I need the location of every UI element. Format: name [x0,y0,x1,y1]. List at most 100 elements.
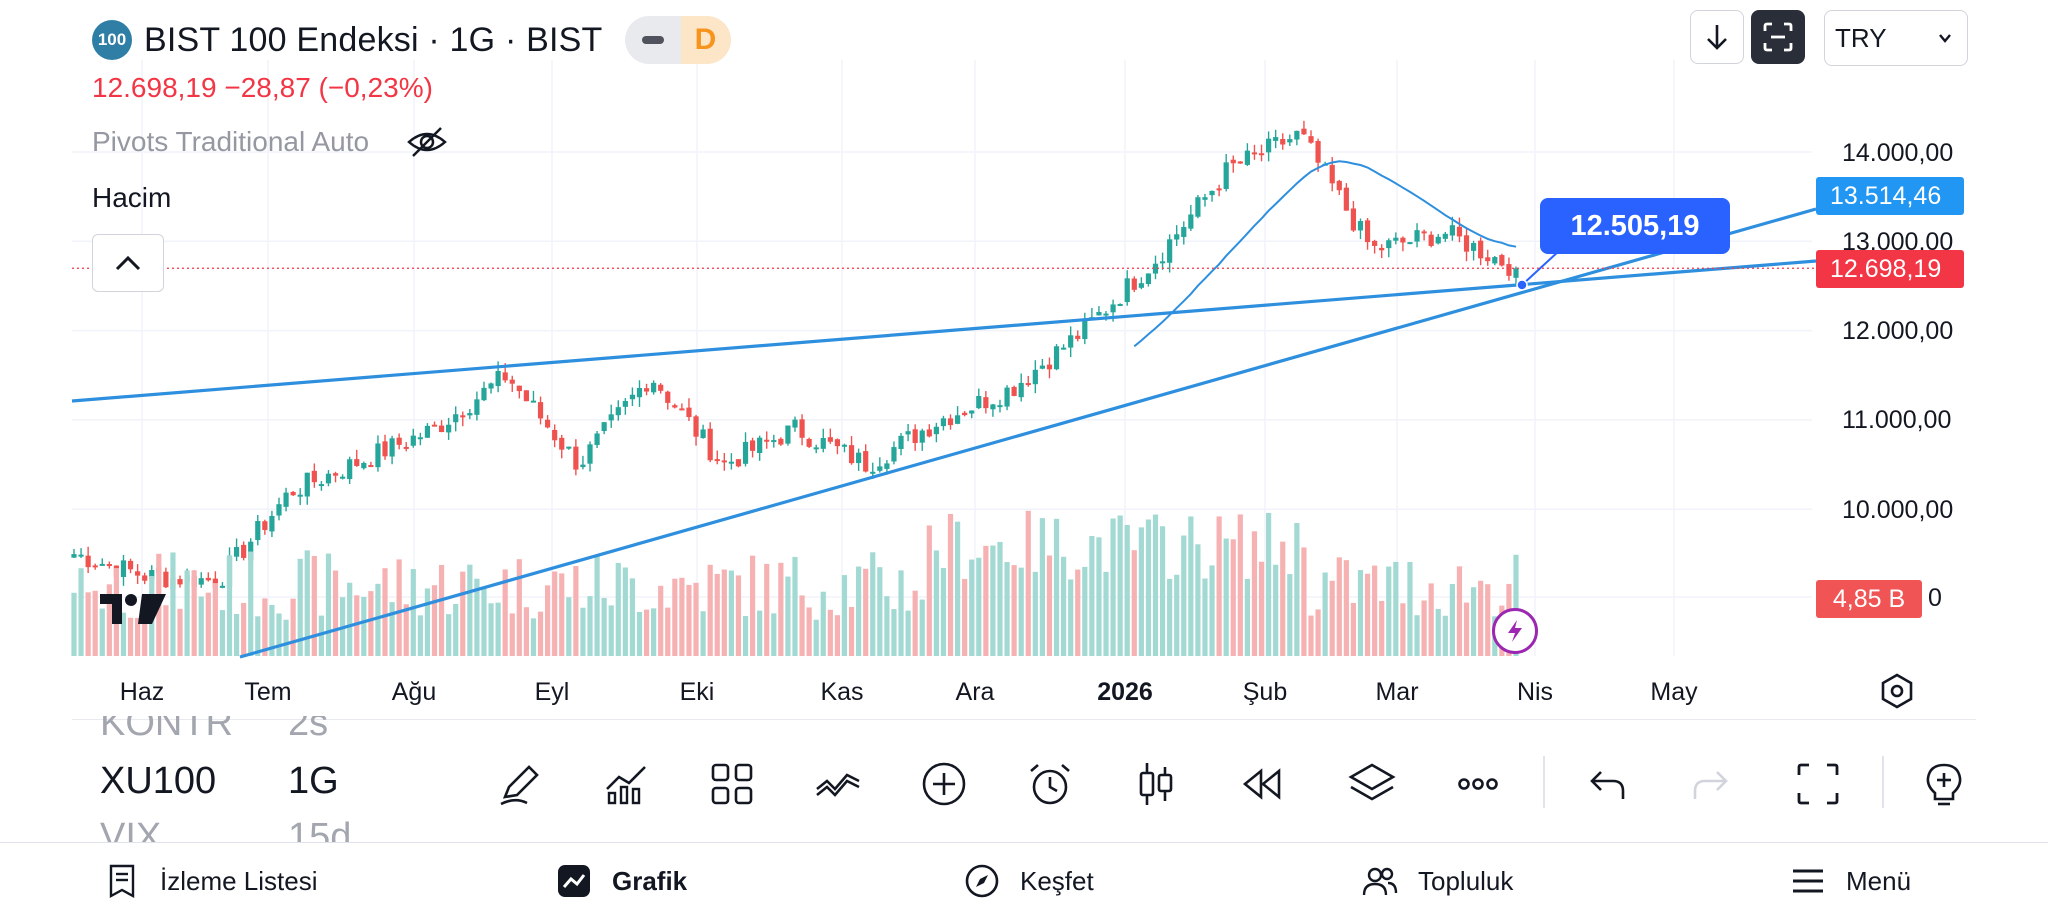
volume-bar [431,585,438,656]
patterns-icon[interactable] [808,754,868,814]
candle-body [276,504,282,516]
symbol-header[interactable]: 100 BIST 100 Endeksi · 1G · BIST D [92,16,731,64]
replay-icon[interactable] [1232,754,1292,814]
redo-icon[interactable] [1682,754,1742,814]
volume-bar [1273,564,1279,656]
candle-body [764,439,770,442]
nav-menu[interactable]: Menü [1790,863,1911,899]
candle-body [742,441,749,464]
menu-icon [1793,869,1823,893]
volume-bar [438,564,445,656]
draw-pen-icon[interactable] [490,754,550,814]
symbol-row[interactable]: VIX 15d [100,816,352,844]
candle-body [1485,257,1491,262]
volume-bar [453,603,459,656]
price-tick-label: 0 [1928,584,1942,612]
candle-body [863,451,869,472]
nav-chart[interactable]: Grafik [556,863,687,899]
volume-bar [255,616,261,656]
bolt-icon[interactable] [1492,608,1538,654]
symbol-row[interactable]: KONTR 2s [100,716,329,744]
volume-bar [1265,512,1272,656]
volume-bar [1209,565,1215,656]
nav-explore[interactable]: Keşfet [964,863,1094,899]
volume-bar [1216,516,1222,656]
pivots-indicator-legend[interactable]: Pivots Traditional Auto [92,124,449,160]
volume-bar [332,570,339,656]
currency-select[interactable]: TRY [1824,10,1968,66]
candle-body [297,494,303,497]
undo-icon[interactable] [1576,754,1636,814]
volume-bar [1258,561,1265,656]
volume-bar [460,571,466,656]
candle-body [997,405,1003,408]
symbol-switcher[interactable]: KONTR 2s XU100 1G VIX 15d [100,716,400,844]
symbol-row-active[interactable]: XU100 1G [100,760,339,802]
download-button[interactable] [1690,10,1744,64]
alarm-icon[interactable] [1020,754,1080,814]
chart-settings-icon[interactable] [1878,672,1916,710]
trendline-price-callout[interactable]: 12.505,19 [1540,198,1730,254]
candle-body [361,462,367,469]
candle-body [891,447,897,462]
candles-icon[interactable] [1126,754,1186,814]
candle-body [1329,164,1335,184]
snapshot-button[interactable] [1751,10,1805,64]
candle-body [749,440,756,451]
volume-bar [806,607,812,656]
volume-legend[interactable]: Hacim [92,182,172,213]
nav-watchlist[interactable]: İzleme Listesi [104,863,318,899]
more-icon[interactable] [1448,754,1508,814]
volume-bar [1322,572,1328,656]
candle-body [983,397,989,409]
candle-body [1301,128,1307,135]
volume-bar [672,578,678,656]
collapse-legend-button[interactable] [92,234,164,292]
volume-bar [1181,535,1187,656]
candle-body [976,395,982,409]
volume-bar [410,569,416,656]
candle-body [665,391,671,403]
candle-body [149,569,155,580]
nav-community[interactable]: Topluluk [1362,863,1513,899]
callout-pointer [1521,249,1561,286]
volume-bar [813,619,819,656]
candle-body [1407,242,1413,245]
candle-body [559,437,565,450]
layout-grid-icon[interactable] [702,754,762,814]
candle-body [99,563,105,566]
candle-body [509,379,515,384]
add-plus-icon[interactable] [914,754,974,814]
candle-body [304,472,310,497]
volume-bar [304,550,310,656]
volume-bar [566,597,572,656]
idea-icon[interactable] [1914,754,1974,814]
volume-bar [679,577,685,656]
volume-bar [325,553,332,656]
eye-off-icon[interactable] [405,124,449,160]
market-status-pill[interactable]: D [624,16,731,64]
candle-body [870,471,876,474]
layers-icon[interactable] [1342,754,1402,814]
price-tick-label: 12.000,00 [1842,317,1953,345]
price-chart[interactable]: 14.000,0013.000,0012.000,0011.000,0010.0… [0,0,2048,720]
volume-bar [354,595,360,656]
volume-bar [658,585,664,656]
candle-body [219,585,226,588]
volume-bar [1379,600,1385,656]
volume-bar [467,564,473,656]
volume-bar [106,584,112,656]
volume-bar [1117,515,1123,656]
fullscreen-icon[interactable] [1788,754,1848,814]
volume-bar [368,591,374,656]
volume-bar [233,613,240,656]
volume-bar [1046,555,1053,656]
volume-bar [170,552,176,656]
volume-value-tag: 4,85 B [1816,580,1922,618]
volume-bar [884,596,890,656]
time-tick-label: Mar [1375,678,1418,706]
volume-bar [841,575,848,656]
volume-bar [933,550,939,656]
indicators-icon[interactable] [596,754,656,814]
chart-title[interactable]: BIST 100 Endeksi · 1G · BIST [144,20,603,59]
